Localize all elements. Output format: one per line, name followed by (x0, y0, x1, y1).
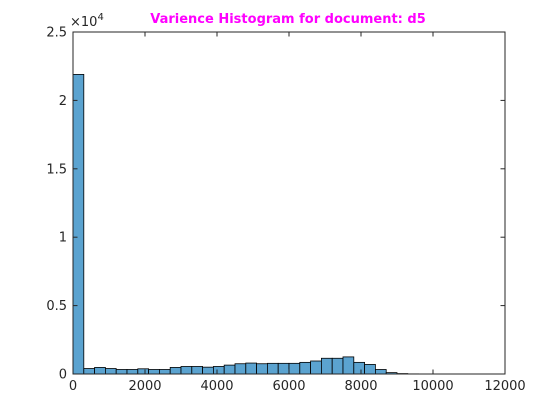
histogram-bar (353, 361, 365, 375)
histogram-bar (364, 364, 376, 375)
histogram-bar (374, 369, 387, 375)
chart-title: Varience Histogram for document: d5 (150, 12, 426, 27)
histogram-bar (158, 369, 171, 375)
x-tick-labels: 0 2000 4000 6000 8000 10000 12000 (69, 379, 526, 394)
histogram-bar (223, 364, 236, 375)
histogram-bar (320, 357, 333, 375)
x-tick-label: 6000 (272, 379, 305, 394)
histogram-bar (256, 363, 268, 375)
y-axis-multiplier: ×104 (70, 12, 104, 30)
histogram-bar (245, 362, 258, 375)
histogram-bar (202, 366, 214, 375)
x-tick-label: 2000 (128, 379, 161, 394)
x-tick-label: 12000 (484, 379, 525, 394)
histogram-bar (83, 368, 96, 375)
y-tick-label: 0.5 (46, 299, 67, 314)
histogram-bar (137, 368, 150, 375)
y-tick-label: 2 (59, 94, 67, 109)
histogram-bar (169, 367, 182, 375)
histogram-bar (288, 362, 301, 375)
histogram-bar (180, 366, 193, 375)
y-multiplier-exponent: 4 (97, 12, 103, 23)
histogram-bar (212, 366, 225, 375)
y-tick-label: 1.5 (46, 162, 67, 177)
axis-ticks (72, 31, 506, 375)
histogram-bar (234, 363, 247, 375)
y-multiplier-base: ×10 (70, 15, 97, 30)
histogram-bar (105, 368, 117, 375)
histogram-bar (191, 366, 204, 375)
histogram-bar (148, 369, 160, 375)
histogram-bar (277, 362, 290, 375)
histogram-bar (115, 369, 128, 375)
x-tick-label: 8000 (344, 379, 377, 394)
y-tick-label: 2.5 (46, 26, 67, 41)
x-tick-label: 0 (69, 379, 77, 394)
histogram-bar (72, 74, 85, 375)
y-tick-label: 1 (59, 231, 67, 246)
histogram-bar (266, 362, 279, 375)
y-tick-label: 0 (59, 368, 67, 383)
y-tick-labels: 0 0.5 1 1.5 2 2.5 (46, 26, 67, 383)
x-tick-label: 4000 (200, 379, 233, 394)
histogram-bar (126, 369, 139, 375)
histogram-bar (310, 360, 322, 375)
x-tick-label: 10000 (412, 379, 453, 394)
histogram-bar (299, 361, 311, 375)
histogram-bar (331, 357, 344, 375)
histogram-bar (342, 356, 355, 375)
histogram-bar (94, 367, 106, 375)
